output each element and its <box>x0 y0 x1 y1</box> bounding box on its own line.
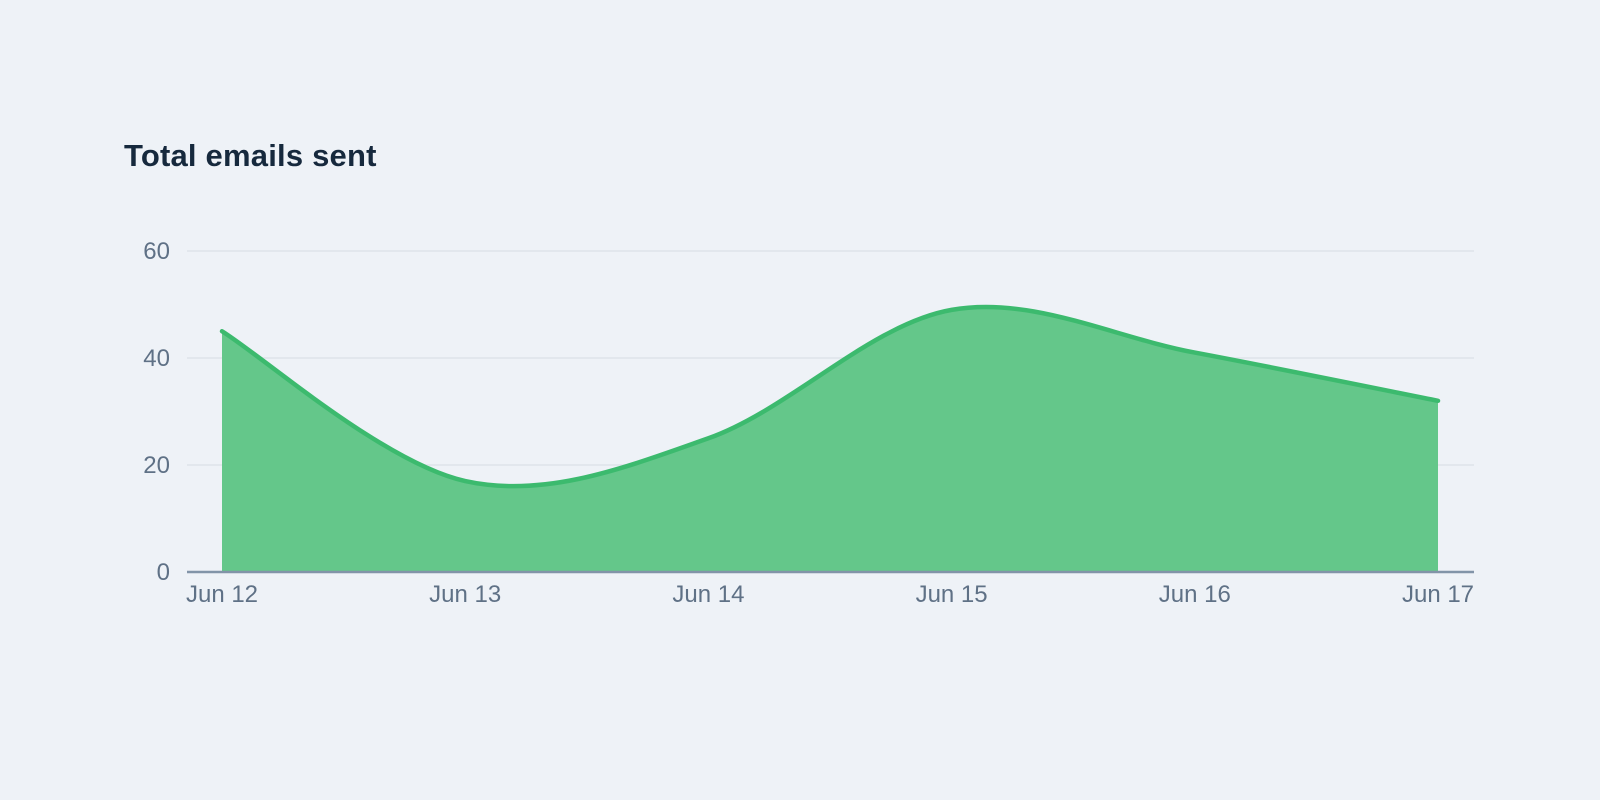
y-axis-label: 20 <box>143 452 170 479</box>
x-axis-label: Jun 12 <box>186 581 258 608</box>
x-axis-label: Jun 14 <box>672 581 744 608</box>
x-axis-labels: Jun 12 Jun 13 Jun 14 Jun 15 Jun 16 Jun 17 <box>186 581 1474 608</box>
area-series-line <box>219 304 1441 489</box>
x-axis-label: Jun 16 <box>1159 581 1231 608</box>
y-axis-label: 60 <box>143 238 170 265</box>
y-axis-label: 0 <box>157 559 170 586</box>
x-axis-label: Jun 15 <box>916 581 988 608</box>
chart-title: Total emails sent <box>124 138 377 173</box>
x-axis-label: Jun 17 <box>1402 581 1474 608</box>
x-axis-label: Jun 13 <box>429 581 501 608</box>
y-axis-labels: 0 20 40 60 <box>143 238 170 586</box>
y-axis-label: 40 <box>143 345 170 372</box>
area-series-fill[interactable] <box>222 306 1438 571</box>
